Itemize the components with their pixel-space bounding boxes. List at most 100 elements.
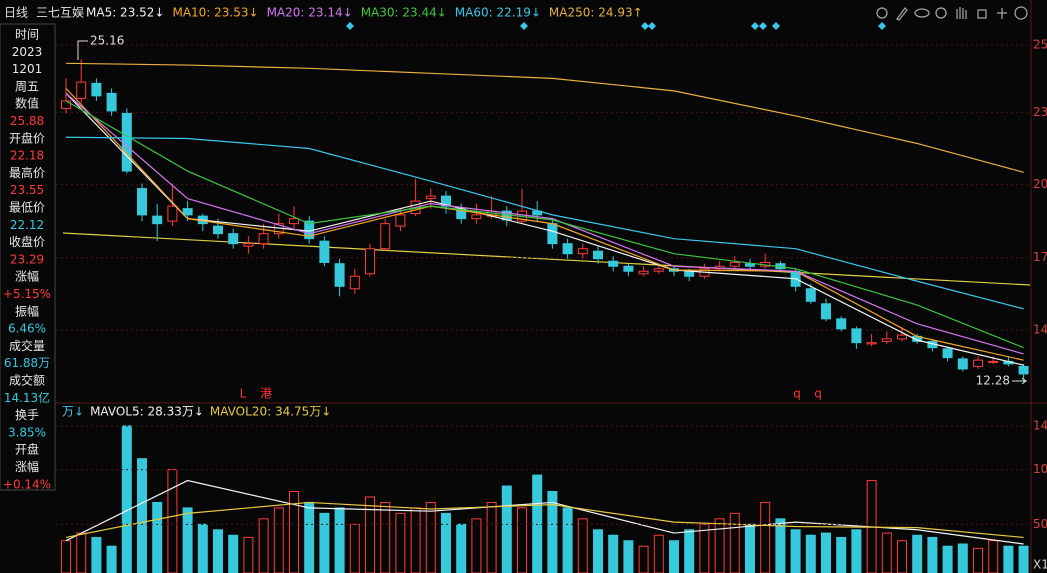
legend-entry: MA5: 23.52↓ xyxy=(86,6,164,20)
candle-body xyxy=(380,223,391,250)
candle-body xyxy=(881,338,892,342)
volume-bar xyxy=(821,532,831,573)
event-marker xyxy=(346,22,354,30)
volume-bar xyxy=(243,536,254,573)
lock-icon[interactable] xyxy=(977,9,987,19)
volume-bar xyxy=(410,507,421,573)
close-icon[interactable] xyxy=(1014,6,1028,20)
annotation-arrow xyxy=(1012,377,1028,385)
event-marker xyxy=(878,22,886,30)
volume-bar xyxy=(228,534,239,573)
volume-bar xyxy=(441,512,451,573)
hand-icon[interactable] xyxy=(956,7,967,19)
ma-line xyxy=(65,501,1024,539)
period: 日线 xyxy=(4,6,28,20)
info-line: 时间 xyxy=(15,28,39,42)
info-line: 25.88 xyxy=(10,114,44,128)
annotation: q xyxy=(814,387,822,401)
info-line: 61.88万 xyxy=(4,356,50,370)
volume-bar xyxy=(897,540,907,573)
info-line: 最高价 xyxy=(9,165,45,180)
candle-body xyxy=(957,358,968,370)
legend-entry: MA10: 23.53↓ xyxy=(172,6,258,20)
candle-body xyxy=(623,265,634,272)
volume-bar xyxy=(517,507,527,573)
legend-entry: MA250: 24.93↑ xyxy=(549,6,643,20)
candle-body xyxy=(349,275,360,290)
candle-body xyxy=(608,260,619,267)
volume-bar xyxy=(684,529,695,573)
candle-body xyxy=(137,188,147,216)
volume-bar xyxy=(942,545,953,573)
settings-icon[interactable] xyxy=(876,7,888,19)
volume-bar xyxy=(471,518,482,573)
volume-bar xyxy=(273,507,284,573)
ma-line xyxy=(65,62,1024,173)
info-line: 收盘价 xyxy=(9,234,45,249)
candle-body xyxy=(866,342,877,345)
candle-body xyxy=(836,318,847,330)
info-line: 2023 xyxy=(12,45,43,59)
candle-body xyxy=(577,248,588,255)
candle-body xyxy=(562,243,573,255)
draw-icon[interactable] xyxy=(896,7,908,21)
volume-bar xyxy=(805,534,816,573)
info-line: 振幅 xyxy=(15,303,39,318)
volume-bar xyxy=(593,529,603,573)
info-line: 23.29 xyxy=(10,252,44,266)
info-line: 1201 xyxy=(12,62,43,76)
annotation-arrow xyxy=(77,40,88,60)
volume-header: 万↓ xyxy=(62,405,84,419)
annotation: q xyxy=(793,387,801,401)
info-line: 换手 xyxy=(15,408,39,422)
volume-bar xyxy=(349,523,360,573)
volume-bar xyxy=(638,545,649,573)
volume-bar xyxy=(836,536,847,573)
volume-bar xyxy=(365,496,375,573)
candle-body xyxy=(243,243,254,247)
ma-line xyxy=(65,92,1024,366)
volume-bar xyxy=(152,501,163,573)
volume-bar xyxy=(182,507,193,573)
candle-body xyxy=(182,208,193,216)
volume-bar xyxy=(623,540,634,573)
candle-body xyxy=(729,261,740,267)
info-line: 3.85% xyxy=(8,425,46,439)
volume-bar xyxy=(486,501,497,573)
candle-body xyxy=(851,328,862,344)
candle-body xyxy=(547,223,558,245)
volume-bar xyxy=(957,543,968,573)
view-icon[interactable] xyxy=(914,8,930,18)
candle-body xyxy=(1018,365,1029,375)
info-panel xyxy=(0,23,56,491)
event-marker xyxy=(648,22,656,30)
candle-body xyxy=(471,214,482,220)
volume-bar xyxy=(1003,545,1014,573)
candle-body xyxy=(167,205,178,222)
volume-bar xyxy=(608,534,619,573)
volume-bar xyxy=(729,512,740,573)
volume-bar xyxy=(91,536,102,573)
candle-body xyxy=(942,348,953,359)
y-tick-label: 20 xyxy=(1033,177,1047,191)
legend-entry: MA60: 22.19↓ xyxy=(455,6,541,20)
hide-icon[interactable] xyxy=(935,7,947,19)
candle-body xyxy=(684,270,695,277)
volume-bar xyxy=(289,490,299,573)
candle-body xyxy=(897,334,907,340)
candle-body xyxy=(289,218,299,225)
event-marker xyxy=(520,22,528,30)
ma-line xyxy=(65,136,1024,310)
volume-bar xyxy=(988,540,999,573)
ma-line xyxy=(65,87,1024,361)
volume-bar xyxy=(121,425,132,573)
y-tick-label: 14 xyxy=(1033,322,1047,336)
ma-line xyxy=(65,100,1024,349)
add-icon[interactable] xyxy=(997,8,1007,19)
volume-bar xyxy=(653,534,664,573)
candle-body xyxy=(319,240,330,263)
y-tick-label: 14 xyxy=(1033,418,1047,432)
volume-bar xyxy=(775,518,786,573)
